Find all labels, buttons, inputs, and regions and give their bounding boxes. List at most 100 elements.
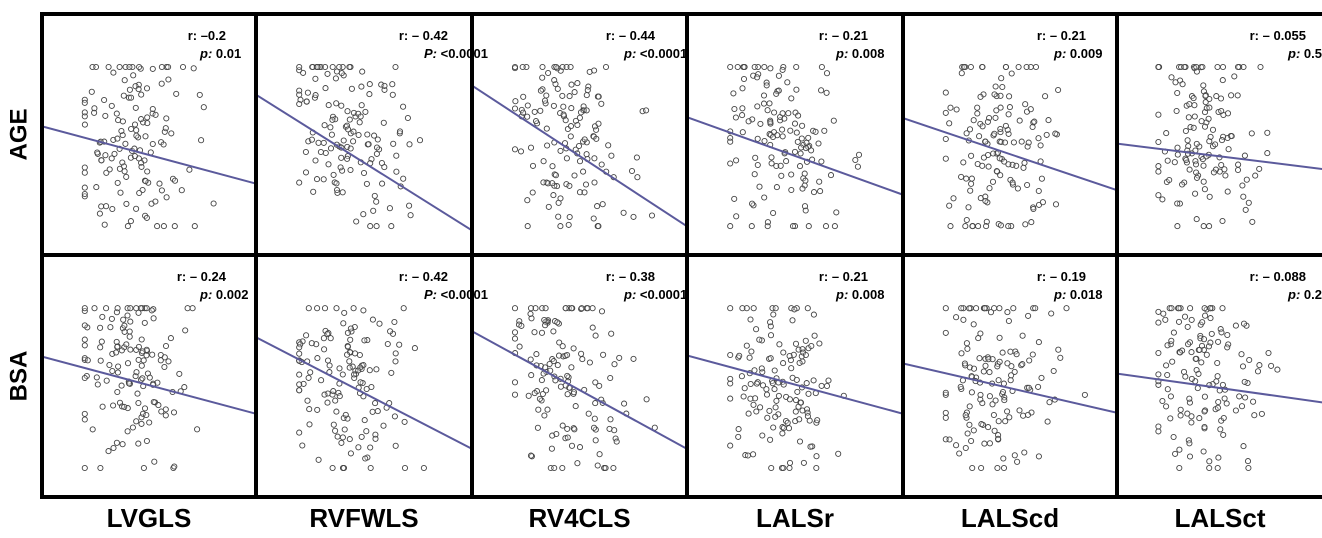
data-point [807,443,814,450]
data-point [391,318,398,326]
data-point [802,145,810,152]
data-point [568,364,575,371]
data-point [546,360,553,368]
panel-bsa-lalsr: r: – 0.21 p: 0.008 [685,253,905,499]
data-point [371,192,378,199]
data-point [1242,394,1249,401]
data-point [335,389,342,396]
data-point [986,185,993,192]
data-point [143,411,150,419]
data-point [114,305,121,312]
data-point [578,305,585,312]
data-point [161,363,168,371]
data-point [162,342,170,350]
data-point [393,168,400,175]
data-point [81,410,88,417]
data-point [1184,137,1191,144]
data-point [123,341,130,348]
data-point [154,223,161,230]
data-point [135,343,142,350]
data-point [1217,95,1225,102]
data-point [306,421,313,428]
data-point [163,63,170,71]
data-point [143,352,150,359]
data-point [1213,93,1220,100]
data-point [339,189,346,196]
data-point [344,351,351,358]
data-point [797,150,804,157]
data-point [576,114,583,121]
regression-line [687,116,903,196]
data-point [747,395,754,402]
data-point [116,165,123,172]
data-point [564,351,571,359]
data-point [344,108,351,115]
data-point [1037,142,1044,149]
data-point [171,223,178,230]
data-point [332,427,339,434]
data-point [101,221,108,228]
data-point [121,328,128,335]
p-value-label: p: 0.01 [199,46,241,61]
data-point [132,104,139,111]
data-point [512,98,519,105]
data-point [1025,312,1032,319]
data-point [771,109,778,116]
data-point [992,397,999,404]
data-point [1162,316,1169,323]
data-point [321,391,328,398]
data-point [125,94,133,101]
data-point [730,90,737,97]
data-point [118,347,125,354]
data-point [98,157,105,164]
data-point [1220,133,1227,140]
data-point [991,427,998,434]
regression-line [42,125,256,185]
data-point [126,328,133,335]
data-point [200,104,207,111]
data-point [356,351,363,359]
data-point [189,305,196,312]
data-point [149,65,156,72]
data-point [1274,366,1281,373]
data-point [750,305,757,312]
data-point [149,351,156,358]
data-point [977,391,984,398]
data-point [1245,464,1252,472]
data-point [560,111,567,118]
data-point [985,424,992,431]
data-point [1193,216,1200,223]
data-point [111,150,118,157]
data-point [194,426,201,433]
data-point [142,133,149,140]
data-point [346,358,353,365]
data-point [610,464,617,472]
data-point [1257,63,1264,71]
data-point [796,416,803,423]
data-point [1014,458,1021,465]
data-point [97,464,104,472]
data-point [575,142,583,150]
data-point [355,367,362,374]
data-point [969,223,976,230]
data-point [81,336,88,343]
data-point [162,412,169,419]
data-point [350,138,357,145]
data-point [1188,413,1195,420]
data-point [793,86,800,93]
data-point [296,371,303,378]
p-value-label: p: 0.018 [1053,287,1102,302]
data-point [565,221,572,228]
data-point [990,150,997,157]
correlation-r-label: r: – 0.088 [1250,269,1306,284]
data-point [600,351,607,358]
data-point [158,63,165,71]
data-point [542,322,549,329]
data-point [1038,175,1045,182]
data-point [528,315,535,322]
p-value-label: P: <0.0001 [424,46,488,61]
data-point [1234,63,1242,71]
data-point [1214,63,1221,71]
data-point [985,356,992,363]
